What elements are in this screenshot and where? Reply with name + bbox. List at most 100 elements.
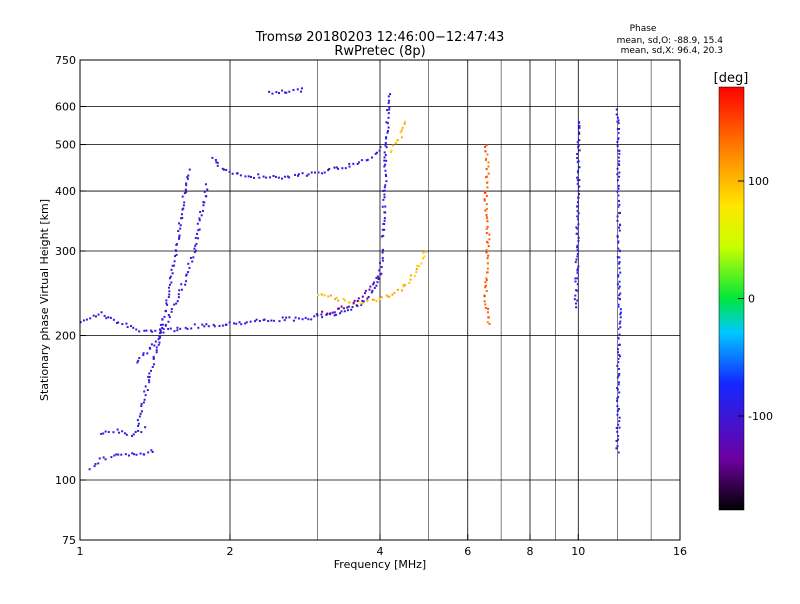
data-point <box>186 177 189 180</box>
data-point <box>385 146 388 149</box>
data-point <box>385 137 388 140</box>
data-point <box>341 167 344 170</box>
data-point <box>616 376 619 379</box>
data-point <box>155 351 158 354</box>
chart-title: Tromsø 20180203 12:46:00−12:47:43 <box>255 30 505 45</box>
data-point <box>342 298 345 301</box>
y-tick-label: 75 <box>62 534 76 547</box>
data-point <box>384 163 387 166</box>
data-point <box>134 430 137 433</box>
data-point <box>333 314 336 317</box>
data-point <box>483 145 486 148</box>
data-point <box>617 194 620 197</box>
data-point <box>618 322 621 325</box>
data-point <box>143 390 146 393</box>
data-point <box>228 170 231 173</box>
data-point <box>179 327 182 330</box>
data-point <box>158 336 161 339</box>
data-point <box>216 164 219 167</box>
data-point <box>388 108 391 111</box>
data-point <box>576 289 579 292</box>
x-tick-label: 1 <box>77 545 84 558</box>
data-point <box>574 294 577 297</box>
data-point <box>94 315 97 318</box>
data-point <box>617 305 620 308</box>
data-point <box>348 301 351 304</box>
data-point <box>201 323 204 326</box>
data-point <box>383 217 386 220</box>
colorbar-label: [deg] <box>714 71 749 86</box>
data-point <box>371 298 374 301</box>
data-point <box>132 433 135 436</box>
data-point <box>249 175 252 178</box>
data-point <box>486 225 489 228</box>
data-point <box>576 277 579 280</box>
data-point <box>174 255 177 258</box>
data-point <box>105 317 108 320</box>
data-point <box>152 355 155 358</box>
data-point <box>578 149 581 152</box>
data-point <box>191 260 194 263</box>
data-point <box>366 297 369 300</box>
data-point <box>390 149 393 152</box>
data-point <box>138 415 141 418</box>
data-point <box>618 171 621 174</box>
data-point <box>158 335 161 338</box>
data-point <box>485 277 488 280</box>
y-tick-label: 400 <box>55 185 76 198</box>
data-point <box>181 195 184 198</box>
data-point <box>486 321 489 324</box>
data-point <box>339 312 342 315</box>
data-point <box>143 329 146 332</box>
data-point <box>130 325 133 328</box>
data-point <box>401 126 404 129</box>
data-point <box>262 175 265 178</box>
data-point <box>150 449 153 452</box>
data-point <box>373 286 376 289</box>
data-point <box>380 296 383 299</box>
data-point <box>617 348 620 351</box>
data-point <box>576 227 579 230</box>
data-point <box>331 311 334 314</box>
data-point <box>384 211 387 214</box>
data-point <box>372 281 375 284</box>
data-point <box>408 281 411 284</box>
data-point <box>483 198 486 201</box>
data-point <box>484 159 487 162</box>
data-point <box>159 323 162 326</box>
data-point <box>577 196 580 199</box>
data-point <box>239 174 242 177</box>
data-point <box>382 222 385 225</box>
data-point <box>344 299 347 302</box>
data-point <box>403 284 406 287</box>
data-point <box>409 278 412 281</box>
data-point <box>617 119 620 122</box>
data-point <box>194 236 197 239</box>
data-point <box>617 132 620 135</box>
data-point <box>617 423 620 426</box>
data-point <box>393 291 396 294</box>
data-point <box>356 162 359 165</box>
data-point <box>618 226 621 229</box>
data-point <box>487 254 490 257</box>
data-point <box>297 173 300 176</box>
stats-title: Phase <box>630 24 657 34</box>
data-point <box>422 251 425 254</box>
data-point <box>615 426 618 429</box>
data-point <box>337 307 340 310</box>
data-point <box>180 213 183 216</box>
data-point <box>484 306 487 309</box>
data-point <box>618 372 621 375</box>
data-point <box>193 251 196 254</box>
data-point <box>187 271 190 274</box>
data-point <box>576 161 579 164</box>
data-point <box>387 116 390 119</box>
data-point <box>149 329 152 332</box>
data-point <box>198 228 201 231</box>
data-point <box>575 306 578 309</box>
data-point <box>255 318 258 321</box>
data-point <box>176 326 179 329</box>
data-point <box>421 257 424 260</box>
data-point <box>387 295 390 298</box>
data-point <box>616 190 619 193</box>
